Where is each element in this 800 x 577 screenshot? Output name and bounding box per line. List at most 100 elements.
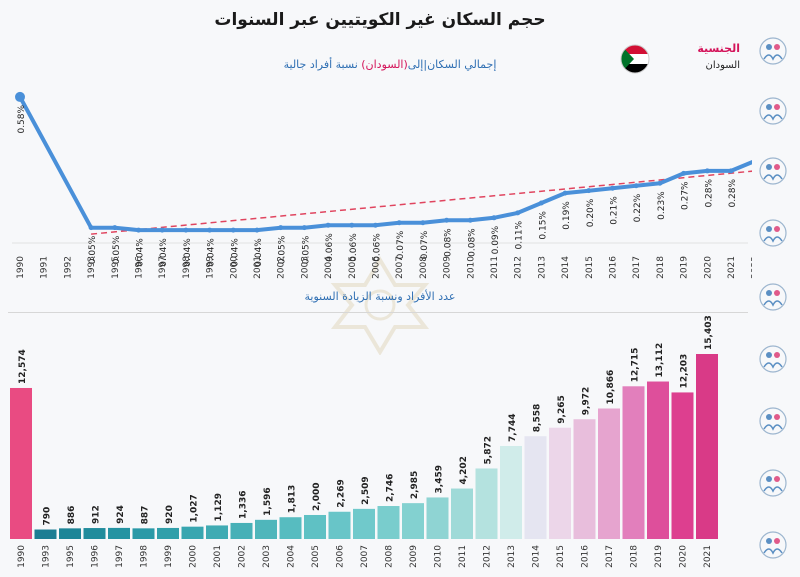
icon-sidebar: [752, 8, 796, 573]
line-chart: 0.58% 0.05% 0.05% 0.04% 0.04% 0.04% 0.04% 0.04%…: [12, 91, 752, 279]
x-tick-label: 2015: [585, 256, 595, 279]
bar-value-label: 912: [92, 505, 102, 524]
sudan-flag-icon: [620, 44, 650, 74]
bar-value-label: 15,403: [704, 315, 714, 350]
data-label: 0.09%: [491, 225, 501, 254]
x-tick-label: 2018: [656, 256, 666, 279]
bar-category-label: 1996: [91, 545, 101, 568]
x-tick-label: 1992: [63, 256, 73, 279]
data-label: 0.06%: [349, 233, 359, 262]
x-tick-label: 1998: [182, 256, 192, 279]
x-tick-label: 1999: [206, 256, 216, 279]
data-label: 0.04%: [136, 238, 146, 267]
bar-category-label: 2003: [262, 545, 272, 568]
data-point: [301, 225, 307, 231]
bar-value-label: 9,265: [557, 395, 567, 423]
x-tick-label: 2019: [680, 256, 690, 279]
x-tick-label: 2014: [561, 256, 571, 279]
bar-category-label: 2002: [238, 545, 248, 568]
bar-2020: [671, 392, 694, 539]
line-chart-subtitle: إجمالي السكان|إلى(السودان) نسبة أفراد جا…: [240, 58, 540, 71]
x-tick-label: 2004: [324, 256, 334, 279]
bar-value-label: 2,000: [312, 483, 322, 511]
bar-2007: [353, 508, 375, 539]
data-point: [278, 225, 284, 231]
data-point: [207, 227, 213, 233]
data-label: 0.04%: [207, 238, 217, 267]
bar-category-label: 2019: [654, 545, 664, 568]
person-icon: [759, 469, 787, 497]
data-label: 0.28%: [728, 178, 738, 207]
bar-2012: [475, 468, 498, 539]
bar-2018: [622, 386, 645, 539]
bar-category-label: 2005: [311, 545, 321, 568]
bar-2000: [181, 526, 204, 539]
bar-value-label: 4,202: [459, 456, 469, 484]
bar-2019: [647, 381, 669, 539]
data-label: 0.04%: [183, 238, 193, 267]
data-point: [112, 225, 118, 231]
data-point: [467, 217, 473, 223]
bar-2008: [377, 506, 400, 539]
bar-category-label: 2020: [679, 545, 689, 568]
data-label: 0.58%: [17, 104, 27, 133]
data-point: [562, 190, 568, 196]
data-label: 0.27%: [681, 181, 691, 210]
x-tick-label: 1995: [111, 256, 121, 279]
bar-1995: [59, 528, 81, 539]
x-tick-label: 1991: [40, 256, 50, 279]
data-point: [728, 168, 734, 174]
bar-2005: [304, 514, 326, 539]
data-label: 0.08%: [467, 228, 477, 257]
population-icon: [759, 37, 787, 65]
data-label: 0.05%: [112, 235, 122, 264]
data-point: [704, 168, 710, 174]
data-point: [681, 170, 687, 176]
series-line: [18, 94, 752, 233]
bar-2010: [426, 497, 449, 539]
data-point: [183, 227, 189, 233]
nationality-label: الجنسية: [697, 42, 740, 55]
bar-category-label: 2004: [287, 545, 297, 568]
x-tick-label: 2009: [443, 256, 453, 279]
data-label: 0.04%: [254, 238, 264, 267]
bar-category-label: 1990: [17, 545, 27, 568]
data-label: 0.05%: [278, 235, 288, 264]
bar-value-label: 12,203: [680, 354, 690, 389]
data-label: 0.28%: [704, 178, 714, 207]
bar-value-label: 5,872: [484, 436, 494, 464]
bar-category-label: 1997: [115, 545, 125, 568]
bar-2002: [230, 522, 253, 539]
data-point: [586, 188, 592, 194]
bar-category-label: 1999: [164, 545, 174, 568]
data-label: 0.06%: [373, 233, 383, 262]
data-point: [373, 222, 378, 228]
bar-value-label: 920: [165, 505, 175, 524]
globe-icon: [759, 531, 787, 559]
data-point: [325, 222, 331, 228]
bar-category-label: 2006: [336, 545, 346, 568]
x-tick-label: 2011: [490, 256, 500, 279]
bar-category-label: 2010: [434, 545, 444, 568]
bar-value-label: 1,813: [288, 485, 298, 513]
community-icon: [759, 219, 787, 247]
bar-category-label: 2001: [213, 545, 223, 568]
bar-2014: [524, 436, 547, 539]
x-tick-label: 2020: [703, 256, 713, 279]
bar-category-label: 1993: [42, 545, 52, 568]
bar-category-label: 2013: [507, 545, 517, 568]
data-point: [136, 227, 141, 233]
page-title: حجم السكان غير الكويتيين عبر السنوات: [214, 10, 546, 30]
bar-category-label: 2012: [483, 545, 493, 568]
bar-category-label: 1995: [66, 545, 76, 568]
nationality-country: السودان: [705, 60, 741, 71]
bar-value-label: 12,574: [18, 349, 28, 384]
data-label: 0.11%: [515, 220, 525, 249]
bar-1998: [132, 528, 155, 539]
bar-2001: [206, 525, 228, 539]
bar-2013: [500, 445, 522, 539]
growth-icon: [759, 157, 787, 185]
bar-value-label: 2,985: [410, 471, 420, 499]
bar-value-label: 1,129: [214, 493, 224, 521]
bar-1996: [83, 528, 106, 539]
